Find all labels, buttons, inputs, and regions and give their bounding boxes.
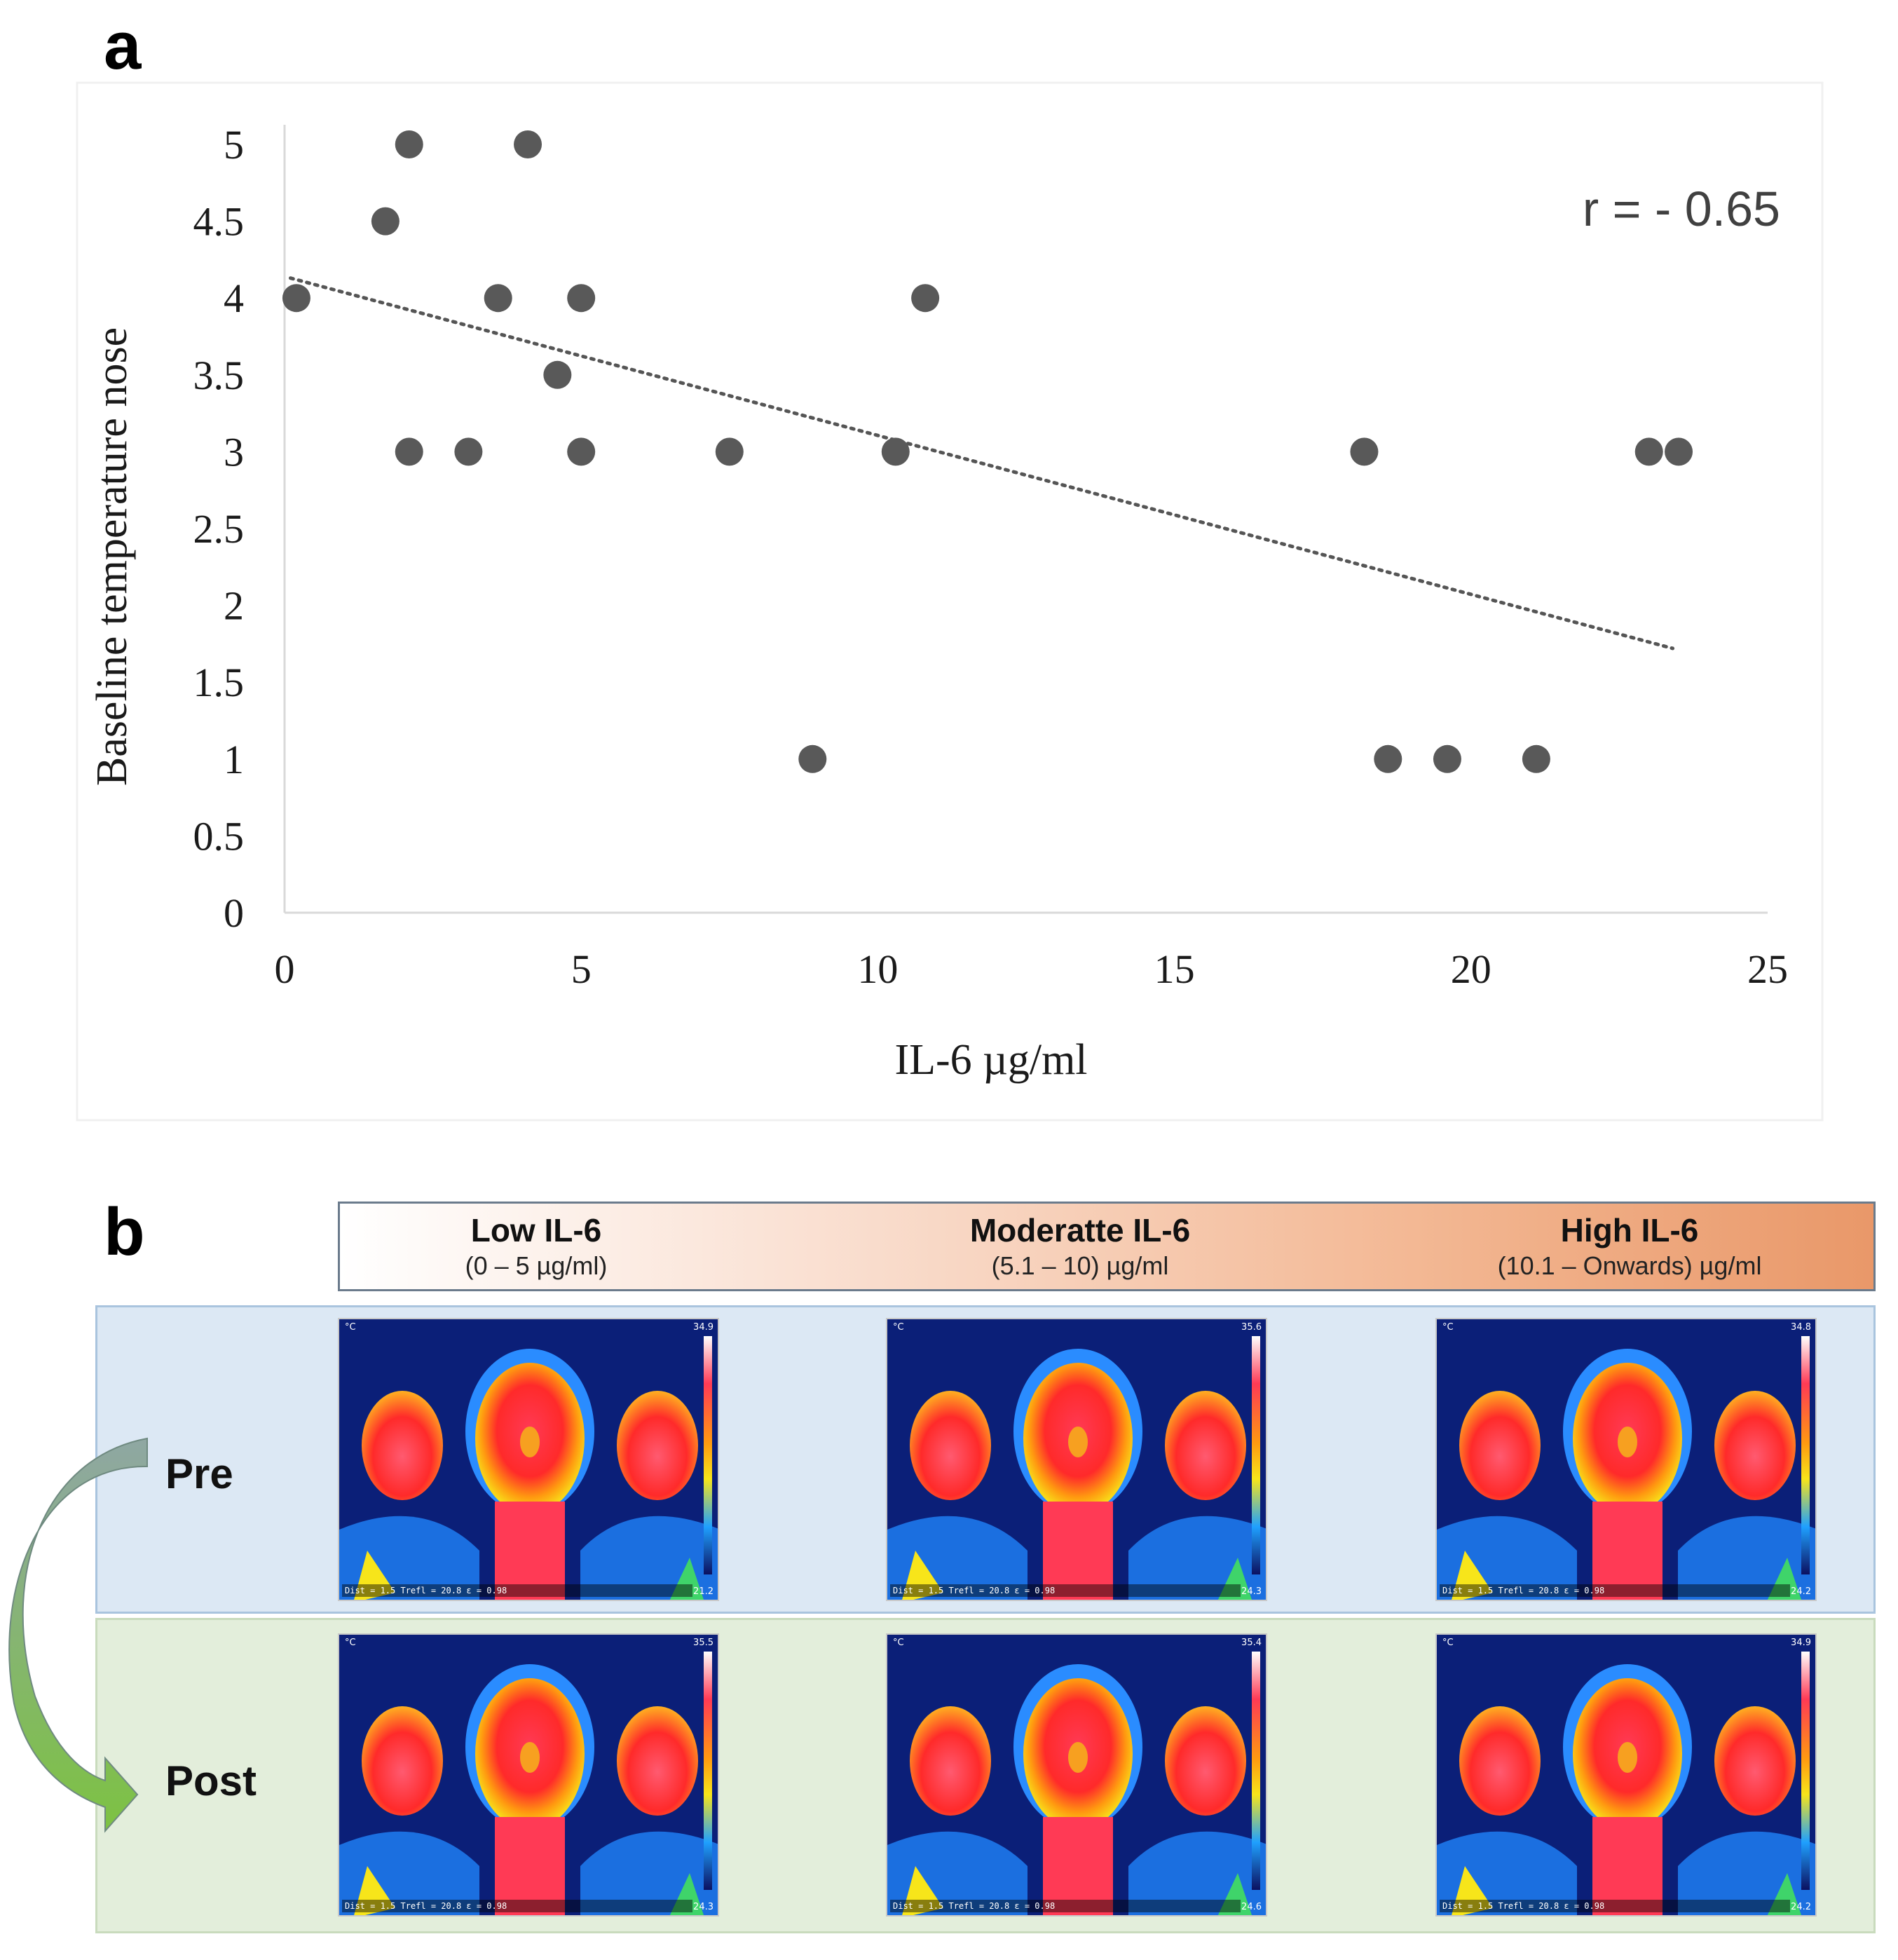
data-point [567,284,596,313]
chart-frame [76,81,1824,1122]
y-axis-title: Baseline temperature nose [88,327,136,786]
data-point [567,437,596,466]
thermal-image-post-moderate: 35.4 °C 24.6 Dist = 1.5 Trefl = 20.8 ε = 0.… [886,1633,1267,1917]
data-point [543,360,572,389]
scale-max: 35.6 [1241,1322,1262,1333]
camera-status-strip: Dist = 1.5 Trefl = 20.8 ε = 0.98 [890,1584,1241,1597]
scale-max: 35.5 [693,1638,714,1648]
celsius-icon: °C [345,1638,356,1648]
data-point [1634,437,1663,466]
x-tick-label: 10 [857,946,898,992]
data-point [911,284,940,313]
panel-a-letter: a [104,8,142,83]
x-axis-title: IL-6 µg/ml [894,1036,1087,1084]
scale-min: 24.2 [1791,1586,1811,1597]
row-label-pre: Pre [165,1450,233,1497]
data-point [395,130,423,158]
y-tick-label: 3.5 [193,353,245,398]
group-label: Moderatte IL-6 [969,1212,1191,1248]
panel-b-letter: b [104,1195,145,1270]
correlation-annotation: r = - 0.65 [1583,182,1780,236]
thermal-image-post-low: 35.5 °C 24.3 Dist = 1.5 Trefl = 20.8 ε = 0.… [338,1633,719,1917]
camera-status-strip: Dist = 1.5 Trefl = 20.8 ε = 0.98 [1440,1900,1790,1912]
group-range: (10.1 – Onwards) µg/ml [1497,1251,1762,1280]
group-range: (0 – 5 µg/ml) [465,1251,608,1280]
scatter-chart: 0 5 10 15 20 25 0 0.5 1 1.5 2 2.5 3 3.5 4 4.5 5 IL-6 µg/m… [76,81,1824,1122]
data-point [1350,437,1379,466]
x-tick-label: 25 [1747,946,1788,992]
row-label-post: Post [165,1757,257,1804]
thermal-image-pre-high: 34.8 °C 24.2 Dist = 1.5 Trefl = 20.8 ε = 0.… [1435,1318,1817,1601]
celsius-icon: °C [893,1322,904,1333]
celsius-icon: °C [1442,1638,1454,1648]
data-point [454,437,483,466]
y-tick-label: 1 [224,737,244,782]
data-point [484,284,512,313]
group-header-low: Low IL-6 (0 – 5 µg/ml) [361,1211,711,1282]
camera-status-strip: Dist = 1.5 Trefl = 20.8 ε = 0.98 [342,1900,692,1912]
thermal-image-pre-low: 34.9 °C 21.2 Dist = 1.5 Trefl = 20.8 ε = 0.… [338,1318,719,1601]
data-point [1374,744,1402,773]
y-tick-label: 2 [224,583,244,629]
data-point [395,437,423,466]
y-tick-label: 1.5 [193,660,245,705]
data-point [514,130,542,158]
scale-min: 24.2 [1791,1902,1811,1912]
scale-max: 35.4 [1241,1638,1262,1648]
celsius-icon: °C [345,1322,356,1333]
celsius-icon: °C [893,1638,904,1648]
x-tick-label: 0 [275,946,295,992]
group-header-moderate: Moderatte IL-6 (5.1 – 10) µg/ml [905,1211,1255,1282]
y-tick-label: 5 [224,122,244,168]
scale-max: 34.9 [1791,1638,1811,1648]
x-tick-label: 5 [571,946,592,992]
x-tick-label: 15 [1154,946,1195,992]
thermal-image-post-high: 34.9 °C 24.2 Dist = 1.5 Trefl = 20.8 ε = 0.… [1435,1633,1817,1917]
camera-status-strip: Dist = 1.5 Trefl = 20.8 ε = 0.98 [1440,1584,1790,1597]
x-tick-label: 20 [1451,946,1491,992]
group-label: Low IL-6 [470,1212,602,1248]
thermal-image-pre-moderate: 35.6 °C 24.3 Dist = 1.5 Trefl = 20.8 ε = 0.… [886,1318,1267,1601]
y-tick-label: 0.5 [193,813,245,859]
camera-status-strip: Dist = 1.5 Trefl = 20.8 ε = 0.98 [890,1900,1241,1912]
data-point [371,207,400,236]
data-point [715,437,744,466]
data-point [282,284,310,313]
data-point [1522,744,1550,773]
scale-max: 34.8 [1791,1322,1811,1333]
scale-max: 34.9 [693,1322,714,1333]
data-point [798,744,827,773]
y-tick-label: 0 [224,890,244,936]
group-header-high: High IL-6 (10.1 – Onwards) µg/ml [1454,1211,1805,1282]
camera-status-strip: Dist = 1.5 Trefl = 20.8 ε = 0.98 [342,1584,692,1597]
data-point [1665,437,1693,466]
group-range: (5.1 – 10) µg/ml [991,1251,1169,1280]
y-tick-label: 4.5 [193,199,245,245]
y-tick-label: 4 [224,275,244,321]
group-label: High IL-6 [1560,1212,1699,1248]
data-point [881,437,910,466]
trendline [288,276,1675,651]
scale-min: 21.2 [693,1586,714,1597]
scale-min: 24.3 [1241,1586,1262,1597]
pre-to-post-arrow [8,1437,148,1833]
il6-group-header: Low IL-6 (0 – 5 µg/ml) Moderatte IL-6 (5… [338,1202,1876,1291]
scale-min: 24.3 [693,1902,714,1912]
y-tick-label: 2.5 [193,506,245,552]
celsius-icon: °C [1442,1322,1454,1333]
data-point [1433,744,1461,773]
scale-min: 24.6 [1241,1902,1262,1912]
y-tick-label: 3 [224,429,244,475]
